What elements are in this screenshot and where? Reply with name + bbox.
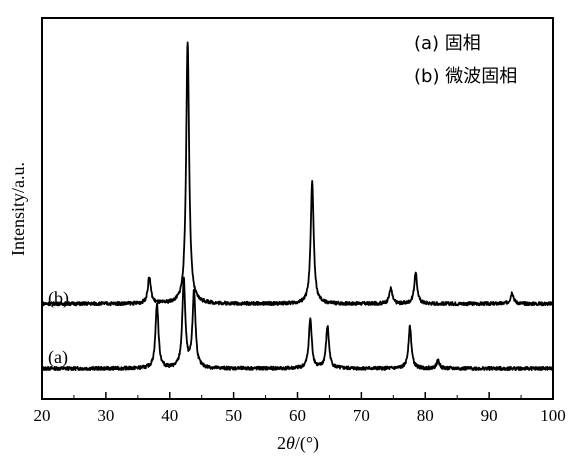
x-tick-label-60: 60	[289, 406, 306, 425]
x-tick-label-50: 50	[225, 406, 242, 425]
series-label-a: (a)	[48, 347, 68, 368]
y-axis-title: Intensity/a.u.	[8, 162, 28, 256]
x-tick-label-40: 40	[161, 406, 178, 425]
series-lines	[41, 41, 554, 372]
x-axis-title-theta: θ	[286, 433, 295, 453]
x-tick-marks	[41, 392, 554, 399]
x-tick-labels: 20 30 40 50 60 70 80 90 100	[34, 406, 566, 425]
legend-entry-a: (a) 固相	[414, 33, 481, 54]
x-axis-title-suffix: /(°)	[295, 433, 319, 454]
x-tick-label-20: 20	[34, 406, 51, 425]
series-label-b: (b)	[48, 288, 69, 309]
x-axis-title: 2θ/(°)	[277, 433, 319, 454]
legend-entry-b: (b) 微波固相	[414, 66, 517, 87]
x-tick-label-30: 30	[97, 406, 114, 425]
series-line-a	[41, 276, 554, 372]
x-tick-label-100: 100	[540, 406, 566, 425]
x-tick-label-80: 80	[417, 406, 434, 425]
x-axis-title-prefix: 2	[277, 433, 286, 453]
x-tick-label-90: 90	[481, 406, 498, 425]
x-tick-label-70: 70	[353, 406, 370, 425]
series-line-b	[41, 41, 554, 307]
